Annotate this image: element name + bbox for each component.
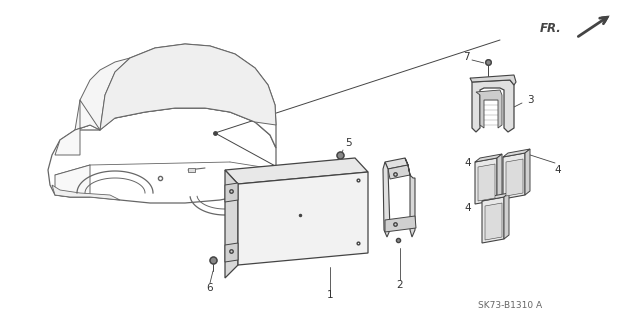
- Polygon shape: [238, 172, 368, 265]
- Polygon shape: [485, 203, 502, 240]
- Polygon shape: [385, 216, 416, 232]
- Polygon shape: [100, 44, 276, 130]
- Polygon shape: [504, 193, 509, 239]
- Text: 1: 1: [326, 290, 333, 300]
- Polygon shape: [385, 158, 408, 169]
- Text: 4: 4: [465, 158, 471, 168]
- Polygon shape: [525, 149, 530, 195]
- Polygon shape: [475, 158, 497, 204]
- Polygon shape: [497, 154, 502, 200]
- Polygon shape: [55, 165, 90, 197]
- Polygon shape: [188, 168, 195, 172]
- Text: SK73-B1310 A: SK73-B1310 A: [478, 300, 542, 309]
- Polygon shape: [482, 193, 509, 201]
- Polygon shape: [476, 90, 502, 128]
- Polygon shape: [225, 170, 238, 278]
- Polygon shape: [383, 162, 390, 237]
- Text: 5: 5: [345, 138, 351, 148]
- Polygon shape: [225, 183, 238, 202]
- Polygon shape: [506, 159, 523, 196]
- Polygon shape: [48, 108, 276, 203]
- Polygon shape: [482, 197, 504, 243]
- Text: 6: 6: [207, 283, 213, 293]
- Polygon shape: [405, 158, 415, 237]
- Polygon shape: [478, 164, 495, 201]
- Polygon shape: [225, 158, 368, 184]
- Text: 4: 4: [465, 203, 471, 213]
- Polygon shape: [52, 185, 120, 200]
- Polygon shape: [55, 100, 100, 155]
- Polygon shape: [475, 154, 502, 162]
- Polygon shape: [388, 165, 410, 179]
- Text: 3: 3: [527, 95, 533, 105]
- Text: FR.: FR.: [540, 21, 562, 34]
- Polygon shape: [503, 149, 530, 157]
- Polygon shape: [75, 58, 130, 130]
- Polygon shape: [225, 243, 238, 262]
- Text: 4: 4: [555, 165, 561, 175]
- Text: 2: 2: [397, 280, 403, 290]
- Polygon shape: [75, 44, 276, 148]
- Polygon shape: [503, 153, 525, 199]
- Polygon shape: [470, 75, 516, 85]
- Polygon shape: [472, 80, 514, 132]
- Text: 7: 7: [463, 52, 469, 62]
